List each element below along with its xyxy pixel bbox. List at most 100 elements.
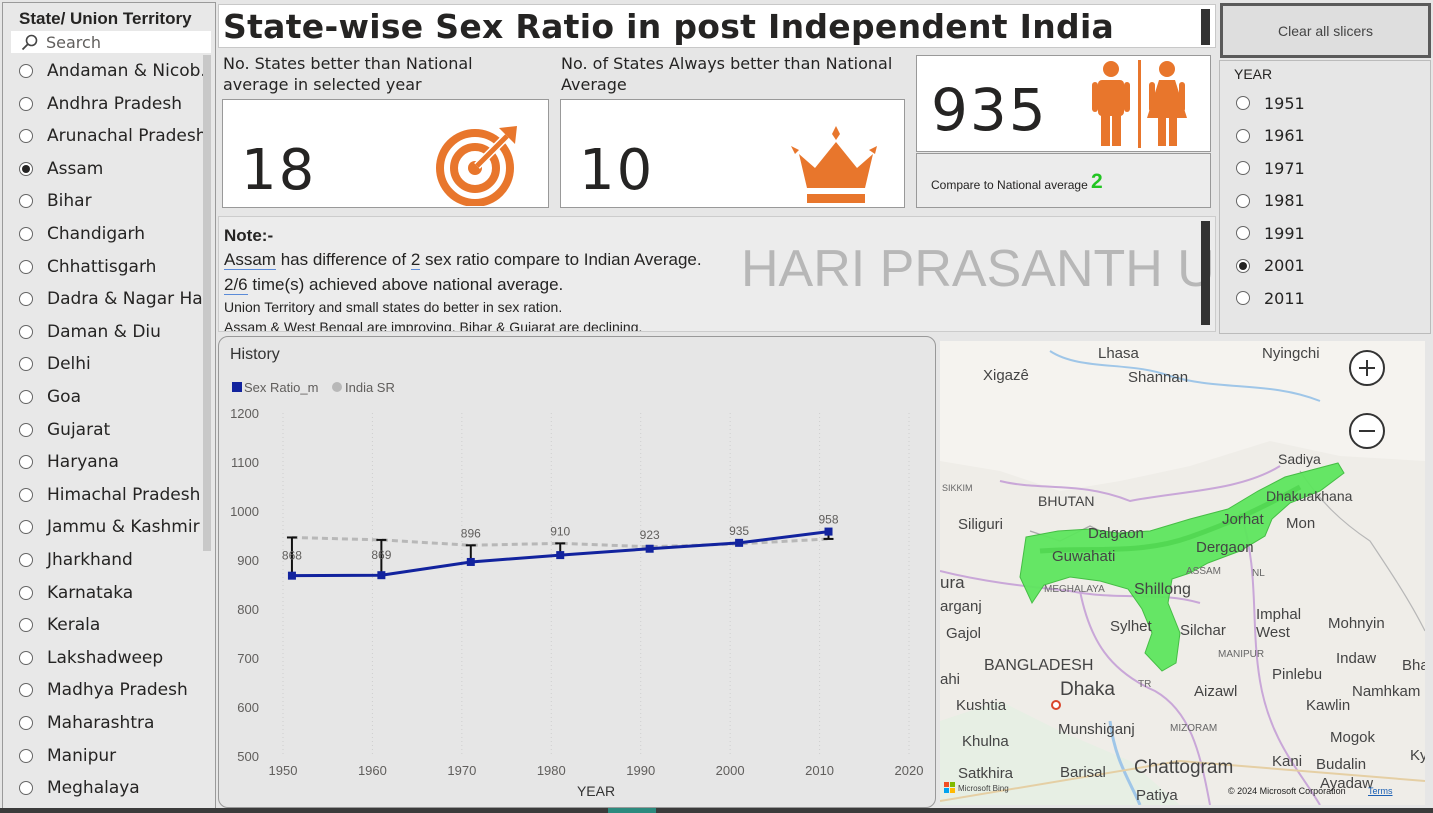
state-option[interactable]: Andhra Pradesh: [19, 90, 209, 118]
zoom-in-button[interactable]: [1349, 350, 1385, 386]
state-option-label: Jharkhand: [47, 550, 133, 570]
y-tick-label: 900: [237, 553, 259, 568]
state-option[interactable]: Daman & Diu: [19, 318, 209, 346]
map-place-label: ahi: [940, 671, 961, 688]
data-label: 868: [282, 549, 302, 563]
title-scrollbar[interactable]: [1201, 9, 1210, 45]
radio-button-icon[interactable]: [19, 64, 33, 78]
radio-button-icon[interactable]: [1236, 226, 1250, 240]
year-option[interactable]: 1961: [1236, 123, 1305, 149]
year-option-label: 1951: [1264, 93, 1305, 113]
state-option[interactable]: Jammu & Kashmir: [19, 513, 209, 541]
state-option[interactable]: Chhattisgarh: [19, 253, 209, 281]
radio-button-icon[interactable]: [1236, 96, 1250, 110]
radio-button-icon[interactable]: [1236, 193, 1250, 208]
state-option[interactable]: Gujarat: [19, 416, 209, 444]
radio-button-icon[interactable]: [19, 161, 33, 176]
state-option[interactable]: Manipur: [19, 742, 209, 770]
year-option[interactable]: 2001: [1236, 253, 1305, 279]
radio-button-icon[interactable]: [19, 129, 33, 144]
kpi-better-value: 18: [241, 138, 317, 203]
map-place-label: Xigazê: [983, 367, 1029, 384]
map-place-label: arganj: [940, 598, 982, 615]
state-option[interactable]: Dadra & Nagar Ha...: [19, 285, 209, 313]
clear-slicers-button[interactable]: Clear all slicers: [1220, 3, 1431, 58]
state-option[interactable]: Andaman & Nicob...: [19, 57, 209, 85]
note-line-1: Assam has difference of 2 sex ratio comp…: [224, 250, 702, 270]
state-option-label: Goa: [47, 387, 81, 407]
state-option[interactable]: Goa: [19, 383, 209, 411]
state-option[interactable]: Kerala: [19, 611, 209, 639]
state-option[interactable]: Karnataka: [19, 579, 209, 607]
year-option[interactable]: 1971: [1236, 155, 1305, 181]
map-place-label: Munshiganj: [1058, 721, 1135, 738]
data-label: 923: [640, 528, 660, 542]
year-option[interactable]: 2011: [1236, 285, 1305, 311]
state-option-label: Haryana: [47, 452, 119, 473]
radio-button-icon[interactable]: [19, 716, 33, 730]
radio-button-icon[interactable]: [19, 585, 33, 600]
year-option-label: 2011: [1264, 288, 1305, 308]
radio-button-icon[interactable]: [19, 487, 33, 502]
state-option[interactable]: Madhya Pradesh: [19, 676, 209, 704]
map-terms-link[interactable]: Terms: [1368, 786, 1393, 796]
note-line-1-mid: has difference of: [275, 250, 411, 269]
radio-button-icon[interactable]: [19, 227, 33, 241]
year-option-label: 1971: [1264, 158, 1305, 178]
radio-button-icon[interactable]: [19, 455, 33, 470]
map-visual[interactable]: Lhasa Nyingchi Xigazê Shannan Sadiya SIKKIM BH…: [940, 341, 1425, 805]
year-option[interactable]: 1951: [1236, 90, 1305, 116]
radio-button-icon[interactable]: [19, 618, 33, 633]
state-option[interactable]: Maharashtra: [19, 709, 209, 737]
map-place-label: ASSAM: [1186, 566, 1222, 577]
state-option[interactable]: Meghalaya: [19, 774, 209, 802]
state-option[interactable]: Assam: [19, 155, 209, 183]
data-label: 896: [461, 526, 481, 540]
state-option[interactable]: Delhi: [19, 350, 209, 378]
state-option[interactable]: Bihar: [19, 187, 209, 215]
radio-button-icon[interactable]: [19, 96, 33, 111]
active-page-tab[interactable]: [608, 808, 656, 813]
state-option[interactable]: Jharkhand: [19, 546, 209, 574]
y-tick-label: 800: [237, 602, 259, 617]
slicer-scrollbar[interactable]: [203, 55, 211, 551]
radio-button-icon[interactable]: [19, 748, 33, 763]
state-option[interactable]: Haryana: [19, 448, 209, 476]
radio-button-icon[interactable]: [19, 422, 33, 437]
report-title-box: State-wise Sex Ratio in post Independent…: [218, 4, 1216, 48]
zoom-out-button[interactable]: [1349, 413, 1385, 449]
radio-button-icon[interactable]: [19, 781, 33, 796]
legend-marker: [332, 382, 342, 392]
radio-button-icon[interactable]: [19, 324, 33, 339]
radio-button-icon[interactable]: [1236, 291, 1250, 305]
search-input[interactable]: Search: [11, 31, 211, 53]
year-option[interactable]: 1981: [1236, 188, 1305, 214]
state-option[interactable]: Himachal Pradesh: [19, 481, 209, 509]
map-place-label: Shannan: [1128, 369, 1189, 386]
radio-button-icon[interactable]: [1236, 161, 1250, 175]
radio-button-icon[interactable]: [19, 553, 33, 567]
radio-button-icon[interactable]: [19, 357, 33, 372]
year-option[interactable]: 1991: [1236, 220, 1305, 246]
state-option[interactable]: Chandigarh: [19, 220, 209, 248]
note-scrollbar[interactable]: [1201, 221, 1210, 325]
state-option[interactable]: Arunachal Pradesh: [19, 122, 209, 150]
radio-button-icon[interactable]: [19, 390, 33, 404]
radio-button-icon[interactable]: [19, 292, 33, 307]
data-point: [287, 571, 296, 580]
map-base: [940, 341, 1425, 805]
radio-button-icon[interactable]: [19, 520, 33, 535]
radio-button-icon[interactable]: [19, 194, 33, 209]
radio-button-icon[interactable]: [1236, 128, 1250, 143]
radio-button-icon[interactable]: [1236, 258, 1250, 273]
state-option-label: Chandigarh: [47, 224, 146, 244]
state-option-label: Bihar: [47, 191, 92, 212]
map-place-label: MEGHALAYA: [1044, 584, 1105, 595]
radio-button-icon[interactable]: [19, 683, 33, 698]
crown-icon: [791, 126, 877, 203]
kpi-always-card: 10: [560, 99, 905, 208]
radio-button-icon[interactable]: [19, 650, 33, 665]
state-option[interactable]: Lakshadweep: [19, 644, 209, 672]
radio-button-icon[interactable]: [19, 259, 33, 274]
